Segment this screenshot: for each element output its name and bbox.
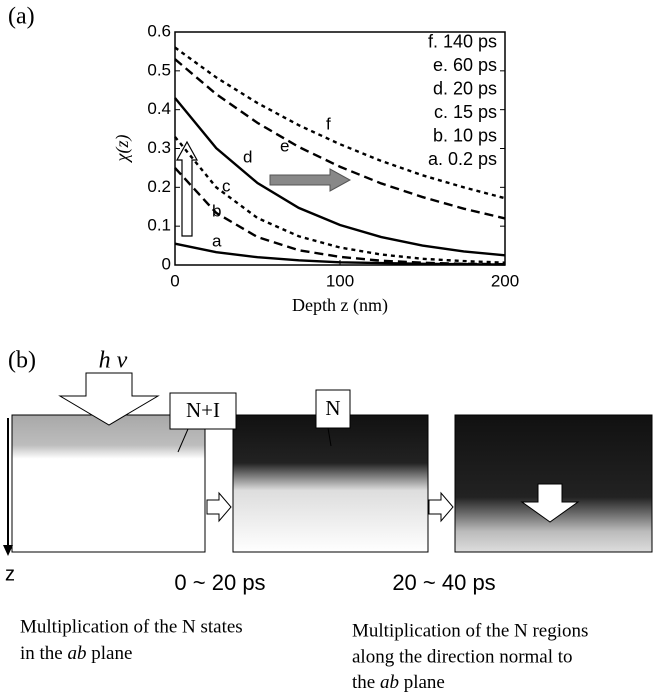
diagram-b: (b) h ν z N+I N 0 ~ 20 ps 20 ~ 40 ps Mul… (3, 348, 653, 693)
legend-entry: f. 140 ps (428, 31, 497, 51)
state-label: N (325, 396, 340, 420)
y-tick-label: 0.5 (147, 60, 171, 79)
curve-label: c (222, 176, 231, 195)
growth-arrow (520, 483, 580, 523)
caption-part: plane (399, 672, 445, 693)
z-arrowhead (3, 545, 13, 556)
time-label: 0 ~ 20 ps (174, 570, 265, 595)
sample-box (232, 414, 429, 553)
sample-box (11, 414, 206, 553)
panel-label: (a) (8, 4, 35, 30)
label-box (169, 392, 237, 430)
curve-label: e (280, 136, 289, 155)
time-label: 20 ~ 40 ps (392, 570, 495, 595)
label-box (315, 389, 351, 429)
up-arrow (175, 140, 199, 237)
y-tick-label: 0.1 (147, 216, 171, 235)
z-label: z (5, 563, 15, 585)
data-line (174, 46, 506, 200)
x-tick-label: 200 (491, 271, 519, 290)
curve-label: f (326, 114, 331, 133)
curve-label: a (212, 231, 222, 250)
y-tick-label: 0.2 (147, 177, 171, 196)
caption: along the direction normal to (352, 646, 573, 667)
right-arrow (269, 168, 352, 192)
data-line (174, 167, 506, 266)
chart-a: (a) Depth z (nm) χ(z) 0 0.1 0.2 0.3 0.4 0.5 0.… (8, 4, 519, 317)
caption-part: the (352, 672, 380, 693)
legend-entry: a. 0.2 ps (428, 149, 497, 169)
state-label: N+I (186, 398, 220, 422)
caption-part: ab (68, 643, 87, 664)
step-arrow (206, 491, 232, 523)
data-line (174, 97, 506, 257)
x-tick-label: 100 (326, 271, 354, 290)
curve-label: d (243, 147, 252, 166)
y-tick-label: 0.4 (147, 99, 171, 118)
caption: Multiplication of the N regions (352, 620, 588, 641)
legend-entry: c. 15 ps (434, 102, 497, 122)
legend-entry: e. 60 ps (433, 55, 497, 75)
leader (177, 428, 189, 453)
leader (327, 427, 332, 447)
y-tick-label: 0.3 (147, 138, 171, 157)
caption-part: ab (380, 672, 399, 693)
x-tick-label: 0 (170, 271, 179, 290)
data-line (174, 242, 506, 266)
y-tick-label: 0 (162, 254, 171, 273)
legend-entry: d. 20 ps (433, 78, 497, 98)
caption: the ab plane (352, 672, 445, 693)
data-line (174, 136, 506, 264)
legend-entry: b. 10 ps (433, 125, 497, 145)
caption-part: plane (87, 643, 133, 664)
caption-part: in the (20, 643, 68, 664)
y-axis-label: χ(z) (112, 135, 133, 164)
curve-label: b (212, 201, 221, 220)
data-line (174, 58, 506, 220)
photon-arrow (58, 372, 160, 426)
y-tick-label: 0.6 (147, 21, 171, 40)
caption: in the ab plane (20, 643, 132, 664)
caption: Multiplication of the N states (20, 616, 243, 637)
photon-label: h ν (99, 348, 128, 374)
panel-label: (b) (8, 348, 36, 374)
x-axis-label: Depth z (nm) (292, 295, 388, 316)
step-arrow (428, 491, 454, 523)
